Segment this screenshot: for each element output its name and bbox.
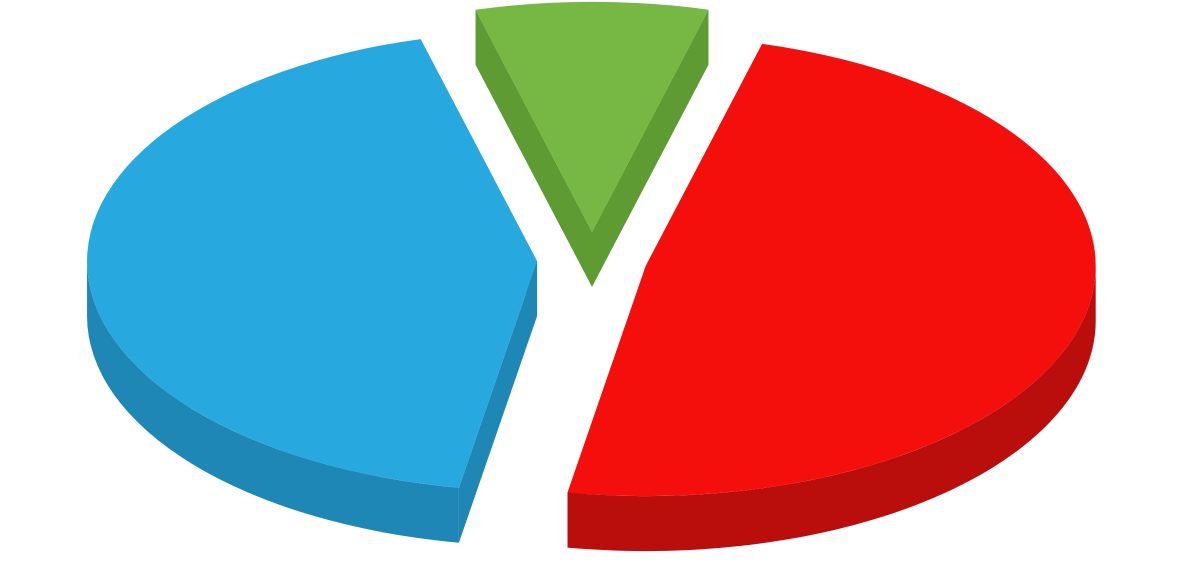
pie-chart-3d bbox=[0, 0, 1184, 580]
blue-slice bbox=[87, 39, 537, 543]
